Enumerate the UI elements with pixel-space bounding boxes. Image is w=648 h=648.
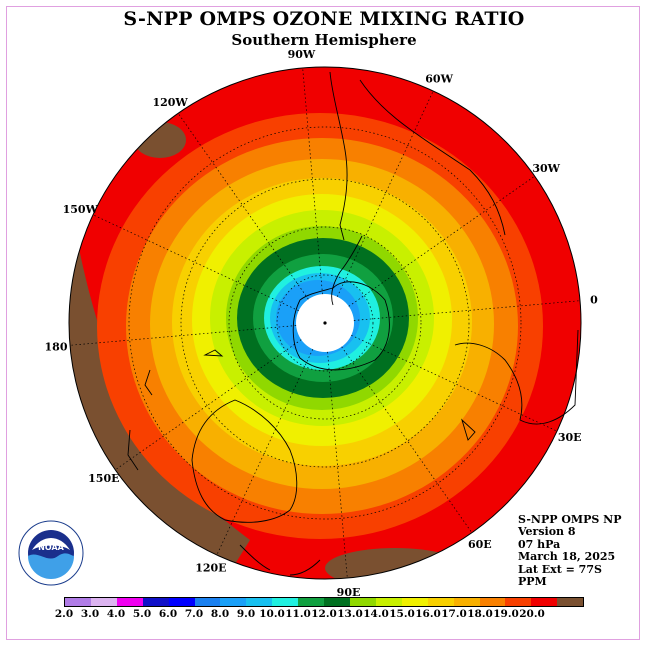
colorbar-segment (427, 598, 454, 606)
colorbar-tick-label: 8.0 (210, 608, 230, 620)
colorbar-tick-label: 6.0 (158, 608, 178, 620)
longitude-labels: 0 30E 60E 90E 120E 150E 180 150W 120W 90W 60W 30W (45, 48, 599, 599)
coastlines (127, 71, 579, 576)
colorbar-tick-label: 12.0 (311, 608, 337, 620)
longitude-label: 60E (468, 538, 492, 551)
map-subtitle: Southern Hemisphere (231, 31, 417, 49)
colorbar-tick-label: 19.0 (493, 608, 519, 620)
meridian-lines (69, 67, 581, 579)
info-line: S-NPP OMPS NP (518, 513, 622, 526)
longitude-label: 30E (558, 431, 582, 444)
longitude-label: 150W (63, 203, 99, 216)
colorbar-tick-label: 14.0 (363, 608, 389, 620)
longitude-label: 90W (288, 48, 316, 61)
meridian-line (351, 334, 558, 432)
info-block: S-NPP OMPS NP Version 8 07 hPa March 18,… (518, 513, 622, 589)
meridian-line (353, 300, 581, 321)
colorbar-tick-label: 4.0 (106, 608, 126, 620)
map-border (68, 66, 582, 580)
colorbar-segment (65, 598, 91, 606)
colorbar-tick-label: 2.0 (54, 608, 74, 620)
longitude-label: 60W (425, 72, 453, 85)
colorbar-segment (298, 598, 325, 606)
colorbar-segment (246, 598, 273, 606)
colorbar-tick-label: 10.0 (259, 608, 285, 620)
colorbar-segment (116, 598, 143, 606)
colorbar (64, 597, 584, 607)
colorbar-segment (349, 598, 376, 606)
meridian-line (92, 214, 299, 312)
colorbar-segment (505, 598, 532, 606)
colorbar-segment (272, 598, 299, 606)
meridian-line (348, 175, 535, 307)
colorbar-tick-label: 11.0 (285, 608, 311, 620)
colorbar-tick-label: 3.0 (80, 608, 100, 620)
info-line: 07 hPa (518, 537, 561, 551)
meridian-line (69, 325, 297, 346)
colorbar-tick-label: 20.0 (519, 608, 545, 620)
longitude-label: 0 (590, 293, 598, 306)
pole-dot (323, 321, 327, 325)
figure-frame (6, 6, 640, 640)
colorbar-segment (220, 598, 247, 606)
meridian-line (302, 67, 323, 295)
map-title: S-NPP OMPS OZONE MIXING RATIO (123, 8, 525, 30)
latitude-circles (128, 126, 522, 520)
colorbar-segment (194, 598, 221, 606)
longitude-label: 120W (152, 96, 188, 109)
colorbar-segment (401, 598, 428, 606)
colorbar-tick-label: 15.0 (389, 608, 415, 620)
meridian-line (341, 346, 473, 533)
colorbar-tick-label: 18.0 (467, 608, 493, 620)
colorbar-segment (531, 598, 558, 606)
colorbar-tick-label: 16.0 (415, 608, 441, 620)
colorbar-tick-label: 13.0 (337, 608, 363, 620)
longitude-label: 30W (532, 162, 560, 175)
info-line: Lat Ext = 77S (518, 562, 602, 576)
meridian-line (216, 349, 314, 556)
longitude-label: 150E (88, 472, 119, 485)
colorbar-tick-label: 9.0 (236, 608, 256, 620)
noaa-logo: NOAA (18, 520, 84, 590)
colorbar-tick-label: 17.0 (441, 608, 467, 620)
info-line: Version 8 (518, 525, 576, 539)
meridian-line (115, 339, 302, 471)
colorbar-ticks: 2.0 3.0 4.0 5.0 6.0 7.0 8.0 9.0 10.0 11.0 12.0 13.0… (55, 608, 584, 622)
colorbar-segment (168, 598, 195, 606)
colorbar-segment (557, 598, 584, 606)
colorbar-segment (479, 598, 506, 606)
colorbar-tick-label: 7.0 (184, 608, 204, 620)
meridian-line (177, 113, 309, 300)
colorbar-segment (375, 598, 402, 606)
longitude-label: 90E (337, 586, 361, 599)
colorbar-tick-label: 5.0 (132, 608, 152, 620)
colorbar-segment (90, 598, 117, 606)
meridian-line (336, 90, 434, 297)
colorbar-segment (453, 598, 480, 606)
colorbar-segment (142, 598, 169, 606)
meridian-line (327, 351, 348, 579)
info-line: PPM (518, 575, 547, 589)
longitude-label: 120E (195, 562, 226, 575)
colorbar-segment (324, 598, 350, 606)
logo-text: NOAA (38, 543, 64, 552)
info-line: March 18, 2025 (518, 550, 616, 564)
longitude-label: 180 (45, 341, 68, 354)
